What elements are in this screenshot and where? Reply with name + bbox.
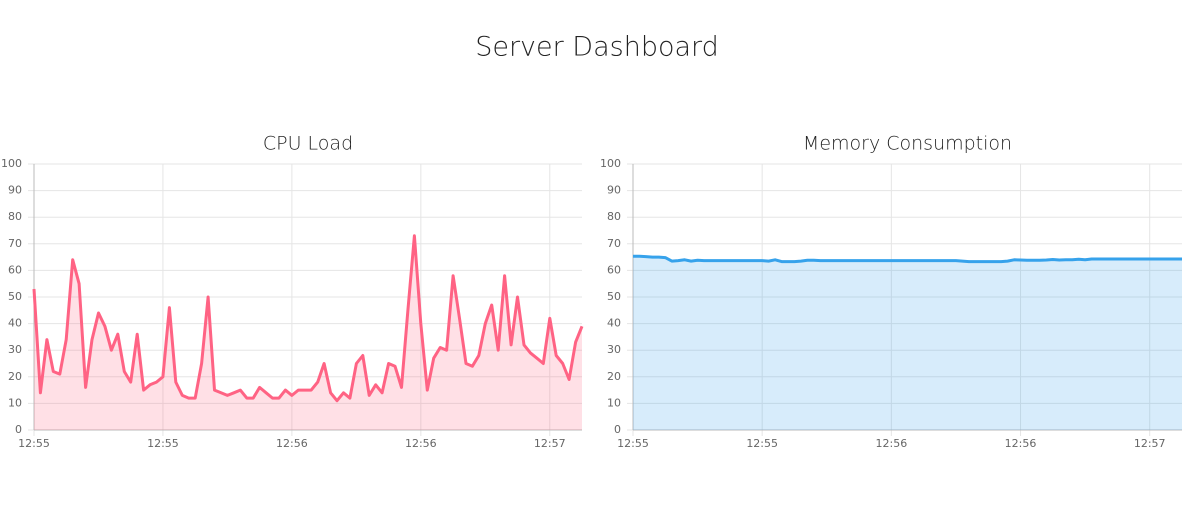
y-tick-label: 30 <box>8 343 22 356</box>
line <box>32 234 584 403</box>
y-tick-label: 90 <box>8 184 22 197</box>
chart-title: Memory Consumption <box>803 133 1012 155</box>
area <box>34 235 582 430</box>
y-tick-label: 10 <box>8 396 22 409</box>
y-tick-label: 40 <box>8 317 22 330</box>
y-tick-label: 70 <box>8 237 22 250</box>
chart-title: CPU Load <box>263 133 353 155</box>
x-tick-label: 12:56 <box>276 437 308 450</box>
y-tick-label: 50 <box>607 290 621 303</box>
y-tick-label: 60 <box>8 263 22 276</box>
line <box>633 254 1182 264</box>
x-tick-label: 12:55 <box>746 437 778 450</box>
x-tick-label: 12:55 <box>617 437 649 450</box>
y-tick-label: 10 <box>607 396 621 409</box>
y-tick-label: 50 <box>8 290 22 303</box>
y-tick-label: 90 <box>607 184 621 197</box>
page-title: Server Dashboard <box>475 32 719 63</box>
x-tick-label: 12:55 <box>18 437 50 450</box>
x-tick-label: 12:57 <box>534 437 566 450</box>
area <box>633 256 1182 430</box>
x-tick-label: 12:55 <box>147 437 179 450</box>
x-tick-label: 12:56 <box>405 437 437 450</box>
y-tick-label: 70 <box>607 237 621 250</box>
y-tick-label: 20 <box>607 370 621 383</box>
y-tick-label: 40 <box>607 317 621 330</box>
y-tick-label: 0 <box>15 423 22 436</box>
y-tick-label: 0 <box>614 423 621 436</box>
x-tick-label: 12:56 <box>876 437 908 450</box>
y-tick-label: 100 <box>600 157 621 170</box>
y-tick-label: 60 <box>607 263 621 276</box>
x-tick-label: 12:56 <box>1005 437 1037 450</box>
y-tick-label: 30 <box>607 343 621 356</box>
y-tick-label: 80 <box>8 210 22 223</box>
y-tick-label: 80 <box>607 210 621 223</box>
x-tick-label: 12:57 <box>1134 437 1166 450</box>
y-tick-label: 100 <box>1 157 22 170</box>
y-tick-label: 20 <box>8 370 22 383</box>
